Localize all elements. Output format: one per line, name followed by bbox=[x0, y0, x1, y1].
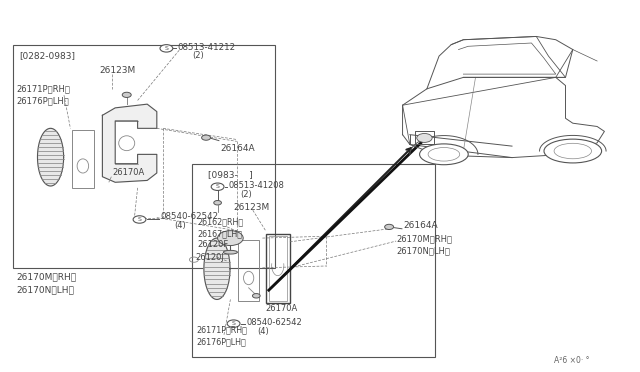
Text: S: S bbox=[216, 184, 220, 189]
Text: 26162〈RH〉: 26162〈RH〉 bbox=[197, 218, 243, 227]
Text: 26170A: 26170A bbox=[266, 304, 298, 312]
Text: 26167〈LH〉: 26167〈LH〉 bbox=[197, 229, 242, 238]
Bar bbox=[72, 130, 94, 188]
Circle shape bbox=[214, 201, 221, 205]
Text: 26120F: 26120F bbox=[197, 240, 228, 249]
Text: (2): (2) bbox=[240, 190, 252, 199]
Circle shape bbox=[417, 134, 432, 142]
Text: 26170M〈RH〉: 26170M〈RH〉 bbox=[397, 234, 453, 243]
Text: 26176P〈LH〉: 26176P〈LH〉 bbox=[196, 337, 246, 346]
Text: A²6 ×0· °: A²6 ×0· ° bbox=[554, 356, 589, 365]
Text: S: S bbox=[232, 321, 236, 326]
Text: 26164A: 26164A bbox=[221, 144, 255, 153]
Text: [0282-0983]: [0282-0983] bbox=[19, 51, 76, 60]
Text: 26170A: 26170A bbox=[112, 169, 144, 177]
Circle shape bbox=[160, 45, 173, 52]
Bar bbox=[238, 240, 259, 301]
Text: 08540-62542: 08540-62542 bbox=[160, 212, 218, 221]
Bar bbox=[192, 164, 435, 357]
Polygon shape bbox=[38, 128, 63, 186]
Polygon shape bbox=[204, 238, 230, 299]
Text: 26176P〈LH〉: 26176P〈LH〉 bbox=[16, 97, 68, 106]
Bar bbox=[266, 234, 290, 303]
Ellipse shape bbox=[223, 250, 237, 254]
Bar bbox=[13, 45, 275, 268]
Text: 26123M: 26123M bbox=[234, 203, 270, 212]
Text: 26170N〈LH〉: 26170N〈LH〉 bbox=[397, 247, 451, 256]
Ellipse shape bbox=[544, 139, 602, 163]
Text: (2): (2) bbox=[192, 51, 204, 60]
Text: (4): (4) bbox=[174, 221, 186, 230]
Text: 26171P〈RH〉: 26171P〈RH〉 bbox=[16, 85, 70, 94]
Polygon shape bbox=[102, 104, 157, 182]
Text: 26170N〈LH〉: 26170N〈LH〉 bbox=[16, 286, 74, 295]
Text: [0983-    ]: [0983- ] bbox=[208, 170, 253, 179]
Ellipse shape bbox=[420, 144, 468, 165]
Text: (4): (4) bbox=[257, 327, 269, 336]
Bar bbox=[269, 236, 287, 301]
Text: 26164A: 26164A bbox=[403, 221, 438, 230]
Circle shape bbox=[122, 92, 131, 97]
Text: 26170M〈RH〉: 26170M〈RH〉 bbox=[16, 273, 76, 282]
Text: 08513-41212: 08513-41212 bbox=[177, 43, 236, 52]
Text: 08540-62542: 08540-62542 bbox=[246, 318, 302, 327]
Text: S: S bbox=[164, 46, 168, 51]
Circle shape bbox=[252, 294, 260, 298]
Text: S: S bbox=[138, 217, 141, 222]
Text: 08513-41208: 08513-41208 bbox=[228, 182, 284, 190]
Circle shape bbox=[385, 224, 394, 230]
Circle shape bbox=[227, 320, 240, 327]
Circle shape bbox=[218, 231, 243, 246]
Text: 26171P〈RH〉: 26171P〈RH〉 bbox=[196, 325, 247, 334]
Circle shape bbox=[211, 183, 224, 190]
Circle shape bbox=[133, 216, 146, 223]
Text: 26120J: 26120J bbox=[195, 253, 224, 262]
Circle shape bbox=[202, 135, 211, 140]
Text: 26123M: 26123M bbox=[99, 66, 136, 75]
